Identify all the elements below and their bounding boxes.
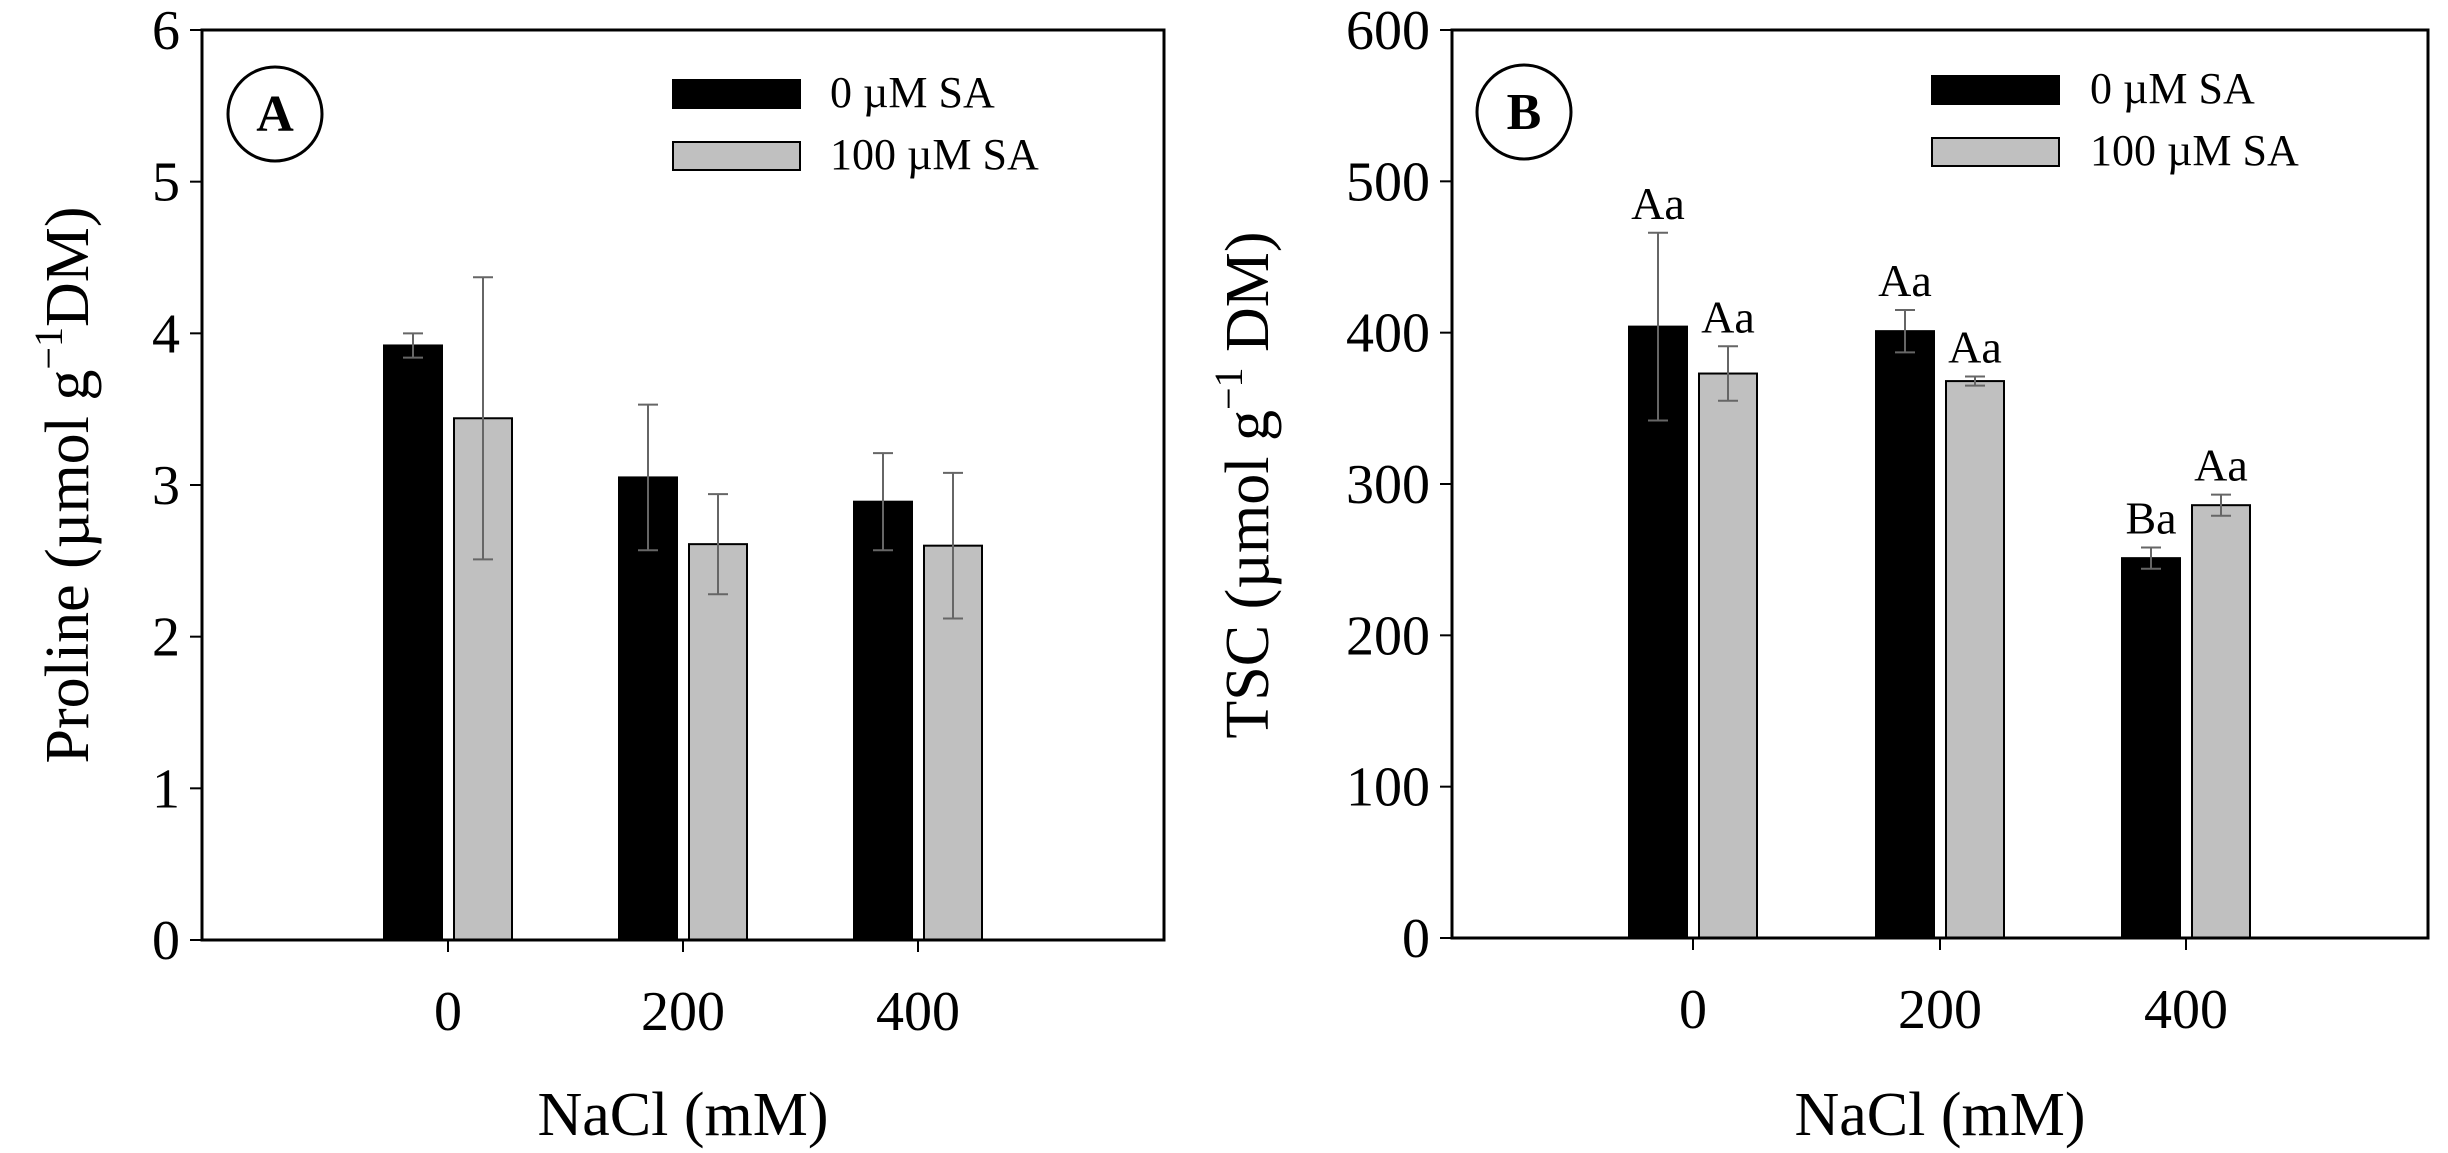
error-bar-200-series-0 xyxy=(638,403,658,552)
panel-b-x-axis-label: NaCl (mM) xyxy=(1794,1081,2085,1149)
error-bar-400-series-0 xyxy=(2141,546,2161,570)
error-bar-400-series-1 xyxy=(2211,493,2231,517)
panel-b-x-ticks: 0 200 400 xyxy=(1679,938,2228,1041)
error-bar-400-series-1 xyxy=(943,471,963,620)
panel-b-legend-swatch-1 xyxy=(1931,137,2060,167)
panel-a-label: A xyxy=(256,86,294,143)
bar-200-series-1 xyxy=(1945,380,2005,939)
error-bar-0-series-0 xyxy=(403,332,423,359)
panel-a-legend-swatch-1 xyxy=(672,141,801,171)
x-tick-label: 0 xyxy=(1679,979,1707,1041)
error-bar-200-series-1 xyxy=(1965,375,1985,387)
bar-400-series-0 xyxy=(2121,557,2181,939)
y-tick-label: 6 xyxy=(152,0,180,62)
y-tick-label: 4 xyxy=(152,303,180,365)
y-tick-label: 300 xyxy=(1346,454,1430,516)
panel-b: Aa Aa Ba Aa Aa Aa 0 100 200 300 400 500 600 0 200 400… xyxy=(1206,0,2430,1149)
y-tick-label: 100 xyxy=(1346,757,1430,819)
y-tick-label: 400 xyxy=(1346,303,1430,365)
panel-a-x-axis-label: NaCl (mM) xyxy=(537,1081,828,1149)
x-tick-label: 200 xyxy=(1898,979,1982,1041)
x-tick-label: 400 xyxy=(876,981,960,1043)
panel-a-y-axis-label-main: Proline (µmol g xyxy=(34,370,102,764)
bar-200-series-0 xyxy=(1875,330,1935,939)
panel-a-y-axis-label-end: DM) xyxy=(34,206,102,327)
panel-a: 0 1 2 3 4 5 6 0 200 400 A 0 µM SA 100 µM SA NaCl… xyxy=(26,0,1166,1149)
error-bar-0-series-1 xyxy=(473,276,493,561)
y-tick-label: 3 xyxy=(152,455,180,517)
bar-0-series-0 xyxy=(383,344,443,941)
y-tick-label: 500 xyxy=(1346,151,1430,213)
y-tick-label: 0 xyxy=(152,910,180,972)
panel-b-bar-labels: Aa Aa Ba Aa Aa Aa xyxy=(1631,178,2248,544)
data-label-400-series-0: Ba xyxy=(2125,493,2176,544)
panel-b-legend-label-0: 0 µM SA xyxy=(2090,64,2255,113)
panel-b-y-axis-label-sup: −1 xyxy=(1206,367,1251,410)
panel-a-label-circle xyxy=(226,65,324,163)
panel-a-y-axis-label: Proline (µmol g−1DM) xyxy=(26,206,102,763)
y-tick-label: 200 xyxy=(1346,605,1430,667)
y-tick-label: 5 xyxy=(152,152,180,214)
x-tick-label: 400 xyxy=(2144,979,2228,1041)
bar-0-series-1 xyxy=(1698,372,1758,939)
bar-200-series-0 xyxy=(618,476,678,941)
panel-a-y-ticks: 0 1 2 3 4 5 6 xyxy=(152,0,202,972)
y-tick-label: 1 xyxy=(152,758,180,820)
panel-a-legend-swatch-0 xyxy=(672,79,801,109)
error-bar-0-series-1 xyxy=(1718,345,1738,402)
panel-a-bars xyxy=(383,276,983,942)
data-label-0-series-0: Aa xyxy=(1631,178,1685,229)
panel-b-y-ticks: 0 100 200 300 400 500 600 xyxy=(1346,0,1452,970)
data-label-400-series-1: Aa xyxy=(2194,440,2248,491)
bar-0-series-0 xyxy=(1628,325,1688,939)
panel-a-legend-label-1: 100 µM SA xyxy=(830,130,1039,179)
panel-b-y-axis-label-main: TSC (µmol g xyxy=(1214,410,1282,739)
panel-a-y-axis-label-sup: −1 xyxy=(26,327,71,370)
data-label-0-series-1: Aa xyxy=(1701,291,1755,342)
y-tick-label: 600 xyxy=(1346,0,1430,62)
y-tick-label: 0 xyxy=(1402,908,1430,970)
panel-b-label: B xyxy=(1507,84,1542,141)
error-bar-400-series-0 xyxy=(873,452,893,552)
error-bar-200-series-1 xyxy=(708,493,728,596)
data-label-200-series-1: Aa xyxy=(1948,322,2002,373)
error-bar-200-series-0 xyxy=(1895,308,1915,354)
error-bar-0-series-0 xyxy=(1648,231,1668,422)
panel-b-legend-swatch-0 xyxy=(1931,75,2060,105)
x-tick-label: 0 xyxy=(434,981,462,1043)
bar-400-series-0 xyxy=(853,500,913,941)
panel-b-label-circle xyxy=(1475,63,1573,161)
bar-400-series-1 xyxy=(2191,504,2251,939)
panel-b-legend-label-1: 100 µM SA xyxy=(2090,126,2299,175)
x-tick-label: 200 xyxy=(641,981,725,1043)
bar-200-series-1 xyxy=(688,543,748,942)
y-tick-label: 2 xyxy=(152,607,180,669)
data-label-200-series-0: Aa xyxy=(1878,255,1932,306)
panel-b-y-axis-label-end: DM) xyxy=(1214,231,1282,367)
panel-b-bars xyxy=(1628,231,2251,939)
panel-a-x-ticks: 0 200 400 xyxy=(434,940,960,1043)
panel-a-legend-label-0: 0 µM SA xyxy=(830,68,995,117)
panel-b-y-axis-label: TSC (µmol g−1 DM) xyxy=(1206,231,1282,738)
